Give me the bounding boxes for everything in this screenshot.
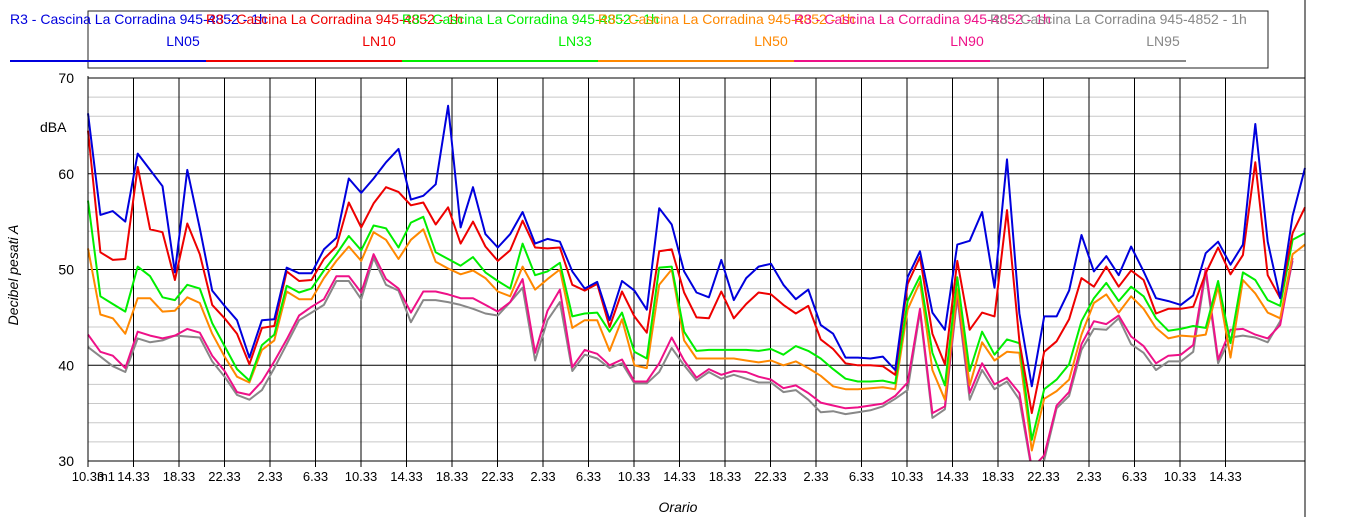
x-tick-label: 10.33: [345, 469, 378, 484]
y-tick-label: 70: [58, 70, 74, 86]
legend-series-name: R3 - Cascina La Corradina 945-4852 - 1h: [794, 11, 1051, 27]
x-tick-label: 6.33: [849, 469, 874, 484]
x-tick-label: 18.33: [163, 469, 196, 484]
series-line-ln50: [87, 228, 1306, 452]
y-axis-label: Decibel pesati A: [5, 225, 21, 326]
x-tick-label: 14.33: [1209, 469, 1242, 484]
legend: R3 - Cascina La Corradina 945-4852 - 1h L…: [10, 11, 1247, 62]
legend-metric-label: LN90: [950, 33, 984, 49]
x-tick-label: 6.33: [1122, 469, 1147, 484]
legend-metric-label: LN05: [166, 33, 200, 49]
x-tick-label: 14.33: [390, 469, 423, 484]
series-line-ln05: [87, 104, 1306, 388]
axes: 30 40 50 60 70 10.33 14.33 18.33 22.33 2.33 6.33 10…: [58, 0, 1306, 517]
x-tick-label: 14.33: [936, 469, 969, 484]
x-tick-label: 6.33: [303, 469, 328, 484]
y-tick-label: 60: [58, 166, 74, 182]
grid-lines: [87, 77, 1305, 462]
legend-series-name: R3 - Cascina La Corradina 945-4852 - 1h: [402, 11, 659, 27]
x-tick-label: 18.33: [982, 469, 1015, 484]
x-tick-label: 10.33: [891, 469, 924, 484]
y-tick-label: 30: [58, 453, 74, 469]
legend-metric-label: LN50: [754, 33, 788, 49]
series-line-ln90: [87, 253, 1294, 470]
legend-metric-label: LN95: [1146, 33, 1180, 49]
x-tick-label: 18.33: [436, 469, 469, 484]
x-tick-label: 22.33: [754, 469, 787, 484]
y-tick-label: 40: [58, 357, 74, 373]
legend-metric-label: LN10: [362, 33, 396, 49]
x-tick-label: 14.33: [663, 469, 696, 484]
x-tick-label: 2.33: [530, 469, 555, 484]
x-tick-label: 10.33: [72, 469, 105, 484]
x-tick-label: 10.33: [618, 469, 651, 484]
x-tick-label: 2.33: [257, 469, 282, 484]
y-tick-label: 50: [58, 262, 74, 278]
legend-series-name: R3 - Cascina La Corradina 945-4852 - 1h: [206, 11, 463, 27]
x-tick-label: 6.33: [576, 469, 601, 484]
series-line-ln95: [87, 257, 1294, 472]
x-axis-label: Orario: [659, 499, 698, 515]
x-tick-label: 2.33: [1076, 469, 1101, 484]
legend-series-name: R3 - Cascina La Corradina 945-4852 - 1h: [598, 11, 855, 27]
y-axis-unit: dBA: [40, 119, 67, 135]
series-line-ln33: [87, 200, 1306, 441]
series-layer: [87, 104, 1307, 472]
x-tick-label: 22.33: [1027, 469, 1060, 484]
legend-metric-label: LN33: [558, 33, 592, 49]
x-tick-label: 18.33: [709, 469, 742, 484]
x-tick-label: 14.33: [117, 469, 150, 484]
series-line-ln10: [87, 130, 1306, 415]
x-tick-label: 10.33: [1164, 469, 1197, 484]
x-tick-label-extra: m1: [97, 469, 115, 484]
x-tick-label: 2.33: [803, 469, 828, 484]
legend-series-name: R3 - Cascina La Corradina 945-4852 - 1h: [10, 11, 267, 27]
x-tick-label: 22.33: [208, 469, 241, 484]
plot-clip: [88, 461, 1307, 472]
legend-box: [87, 10, 1269, 69]
legend-series-name: R3 - Cascina La Corradina 945-4852 - 1h: [990, 11, 1247, 27]
x-tick-label: 22.33: [481, 469, 514, 484]
